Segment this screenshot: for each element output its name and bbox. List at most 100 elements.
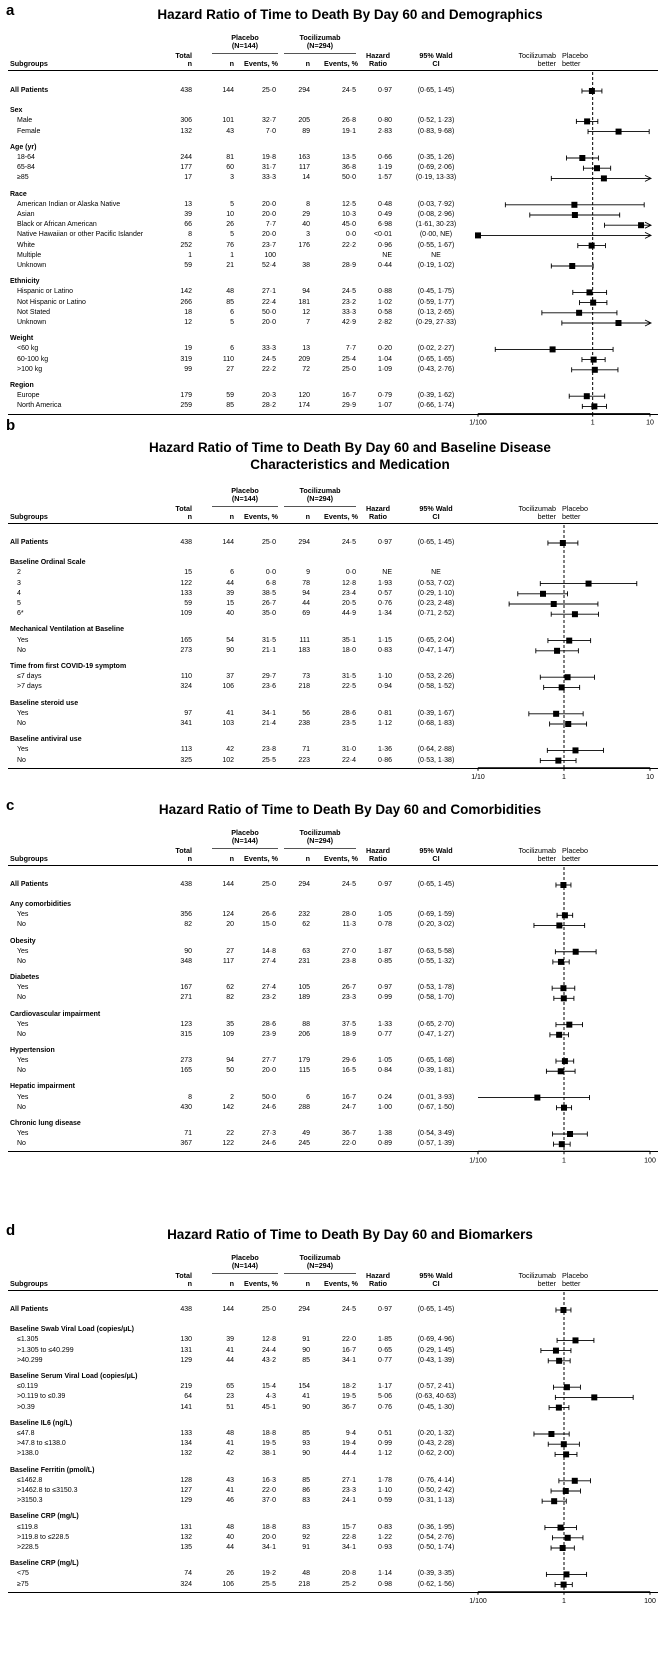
point-estimate [559, 540, 566, 546]
subgroup-label: No [17, 957, 26, 965]
hazard-ratio: 0·51 [377, 1430, 392, 1437]
placebo-n: 54 [226, 636, 234, 644]
point-estimate [549, 346, 556, 353]
placebo-n: 6 [230, 308, 234, 316]
ci-arrow [644, 231, 653, 239]
toci-n: 209 [298, 355, 310, 363]
total-n: 1 [188, 251, 192, 259]
hazard-ratio: <0·01 [373, 231, 392, 239]
total-n: 129 [180, 1356, 192, 1364]
subgroup-label: No [17, 1103, 26, 1111]
placebo-events: 20·0 [261, 200, 276, 208]
total-n-header: n [187, 512, 192, 521]
placebo-events: 4·3 [265, 1393, 276, 1401]
placebo-n: 37 [226, 673, 234, 681]
wald-ci: (0·47, 1·47) [417, 646, 455, 654]
total-n: 15 [184, 569, 192, 577]
total-n: 219 [180, 1383, 192, 1391]
placebo-events: 28·2 [261, 402, 276, 410]
subgroup-label: Yes [17, 911, 29, 919]
hazard-ratio: 0·79 [377, 392, 392, 400]
toci-events: 23·5 [341, 720, 356, 727]
placebo-events: 23·6 [261, 683, 276, 691]
toci-better-2: better [537, 854, 556, 863]
toci-n: 49 [302, 1130, 310, 1137]
hazard-ratio: 0·85 [377, 957, 392, 965]
header-bottom-rule [8, 1290, 658, 1291]
ci-header-1: 95% Wald [419, 504, 453, 513]
placebo-n: 102 [222, 756, 234, 764]
toci-n-col: n [305, 59, 310, 68]
toci-events: 11·3 [342, 921, 357, 929]
placebo-events: 20·0 [261, 319, 276, 326]
point-estimate [560, 1441, 567, 1448]
placebo-n: 48 [226, 1523, 234, 1531]
panel-a: a Hazard Ratio of Time to Death By Day 60… [0, 0, 661, 427]
placebo-n: 90 [226, 646, 234, 654]
subgroup-label: Native Hawaiian or other Pacific Islande… [17, 231, 144, 239]
placebo-better-1: Placebo [562, 1271, 588, 1280]
subgroup-label: >1462.8 to ≤3150.3 [17, 1487, 78, 1494]
toci-n: 85 [302, 1430, 310, 1437]
hazard-ratio: 0·77 [377, 1030, 392, 1038]
table-row: >0.119 to ≤0.39 64 23 4·3 41 19·5 5·06 (0·63, 4… [0, 1392, 661, 1402]
table-row: 2 15 6 0·0 9 0·0 NE NE [0, 568, 661, 578]
subgroups-header: Subgroups [10, 512, 48, 521]
toci-events: 13·5 [341, 154, 356, 161]
placebo-n: 110 [222, 355, 234, 363]
placebo-events: 24·6 [261, 1140, 276, 1148]
placebo-n: 81 [226, 154, 234, 161]
wald-ci: (0·65, 2·70) [417, 1020, 455, 1028]
placebo-n: 1 [230, 251, 234, 259]
hazard-ratio: 0·93 [377, 1544, 392, 1551]
subgroup-label: Not Hispanic or Latino [17, 298, 86, 306]
point-estimate [566, 637, 573, 644]
table-row: >228.5 135 44 34·1 91 34·1 0·93 (0·50, 1·74) [0, 1543, 661, 1553]
placebo-events: 50·0 [261, 1093, 276, 1101]
placebo-events: 27·3 [261, 1130, 276, 1137]
point-estimate [561, 912, 568, 919]
hazard-ratio: 0·81 [377, 709, 392, 717]
toci-n: 238 [298, 720, 310, 727]
table-row: ≤1.305 130 39 12·8 91 22·0 1·85 (0·69, 4·96) [0, 1335, 661, 1345]
table-row: Yes 167 62 27·4 105 26·7 0·97 (0·53, 1·78) [0, 983, 661, 993]
placebo-events: 38·5 [261, 589, 276, 597]
placebo-n: 27 [226, 947, 234, 955]
table-row: 18-64 244 81 19·8 163 13·5 0·66 (0·35, 1·26) [0, 153, 661, 163]
wald-ci: (0·50, 2·42) [417, 1487, 455, 1494]
total-n: 74 [184, 1570, 192, 1578]
table-row: No 325 102 25·5 223 22·4 0·86 (0·53, 1·38) [0, 756, 661, 766]
toci-events: 16·7 [341, 1093, 356, 1101]
wald-ci: (0·43, 2·76) [417, 365, 455, 373]
total-n: 64 [184, 1393, 192, 1401]
toci-events: 31·5 [341, 673, 356, 681]
subgroups-header: Subgroups [10, 854, 48, 863]
total-n: 135 [180, 1544, 192, 1551]
toci-events: 19·5 [341, 1393, 356, 1401]
subgroup-label: 3 [17, 579, 21, 587]
subgroup-label: Hispanic or Latino [17, 288, 74, 296]
subgroup-label: ≤119.8 [17, 1523, 38, 1531]
table-row: No 273 90 21·1 183 18·0 0·83 (0·47, 1·47) [0, 646, 661, 656]
wald-ci: (0·57, 1·39) [417, 1140, 455, 1148]
wald-ci: (0·57, 2·41) [417, 1383, 455, 1391]
hr-header-1: Hazard [366, 846, 390, 855]
toci-n: 8 [306, 200, 310, 208]
hazard-ratio: 1·17 [377, 1383, 392, 1391]
placebo-n: 82 [226, 994, 234, 1002]
hazard-ratio: 0·83 [377, 646, 392, 654]
toci-n: 90 [302, 1450, 310, 1458]
total-n-header: n [187, 1279, 192, 1288]
placebo-events: 31·7 [261, 164, 276, 172]
header-rule-placebo [212, 53, 278, 54]
point-estimate [563, 1384, 570, 1391]
table-row: Sex [0, 106, 661, 116]
table-row: Weight [0, 334, 661, 344]
subgroup-label: All Patients [10, 87, 49, 94]
hazard-ratio: 0·80 [377, 117, 392, 125]
subgroup-label: Chronic lung disease [10, 1119, 81, 1127]
toci-events: 36·7 [341, 1403, 356, 1411]
wald-ci: (0·65, 1·45) [417, 87, 455, 94]
toci-events: 34·1 [341, 1544, 356, 1551]
point-estimate [555, 1404, 562, 1411]
